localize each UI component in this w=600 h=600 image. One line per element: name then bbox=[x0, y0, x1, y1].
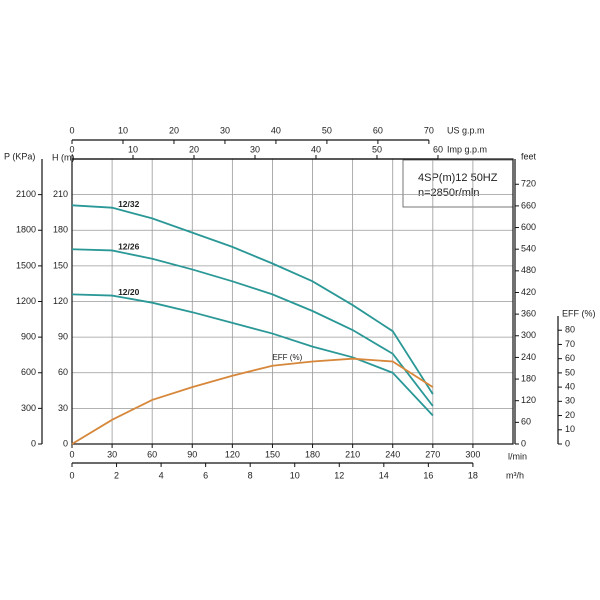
axis-tick-label: 10 bbox=[128, 144, 138, 154]
axis-tick-label: 420 bbox=[521, 287, 536, 297]
axis-tick-label: 2 bbox=[114, 470, 119, 480]
y-tick-label: 180 bbox=[53, 225, 68, 235]
y-tick-label: 120 bbox=[53, 296, 68, 306]
axis-tick-label: 0 bbox=[31, 438, 36, 448]
x-tick-label: 150 bbox=[265, 449, 280, 459]
y2-tick-label: 70 bbox=[565, 339, 575, 349]
y2-tick-label: 20 bbox=[565, 410, 575, 420]
x-tick-label: 180 bbox=[305, 449, 320, 459]
axis-tick-label: 10 bbox=[290, 470, 300, 480]
y-tick-label: 0 bbox=[63, 438, 68, 448]
axis-tick-label: 6 bbox=[203, 470, 208, 480]
axis-tick-label: 16 bbox=[423, 470, 433, 480]
axis-tick-label: 0 bbox=[69, 125, 74, 135]
axis-tick-label: 8 bbox=[248, 470, 253, 480]
x-tick-label: 300 bbox=[465, 449, 480, 459]
axis-tick-label: 10 bbox=[118, 125, 128, 135]
axis-tick-label: 20 bbox=[189, 144, 199, 154]
axis-tick-label: 1200 bbox=[16, 296, 36, 306]
axis-tick-label: 0 bbox=[69, 470, 74, 480]
y2-tick-label: 60 bbox=[565, 353, 575, 363]
axis-tick-label: 30 bbox=[220, 125, 230, 135]
series-label: 12/20 bbox=[118, 287, 140, 297]
axis-tick-label: 720 bbox=[521, 179, 536, 189]
y2-axis-label: EFF (%) bbox=[562, 308, 596, 318]
series-line bbox=[71, 357, 434, 445]
x-tick-label: 30 bbox=[107, 449, 117, 459]
y-tick-label: 90 bbox=[58, 332, 68, 342]
axis-tick-label: 18 bbox=[468, 470, 478, 480]
axis-tick-label: 0 bbox=[69, 144, 74, 154]
axis-tick-label: 20 bbox=[169, 125, 179, 135]
y-axis-label: H (m) bbox=[52, 152, 75, 162]
axis-tick-label: 40 bbox=[311, 144, 321, 154]
axis-label: P (KPa) bbox=[4, 151, 35, 161]
axis-tick-label: 480 bbox=[521, 265, 536, 275]
y-tick-label: 30 bbox=[58, 403, 68, 413]
axis-label: Imp g.p.m bbox=[447, 144, 487, 154]
axis-label: feet bbox=[521, 151, 537, 161]
y2-tick-label: 0 bbox=[565, 438, 570, 448]
chart-subtitle: n=2850r/mln bbox=[418, 187, 479, 199]
axis-tick-label: 540 bbox=[521, 244, 536, 254]
axis-tick-label: 120 bbox=[521, 395, 536, 405]
y2-tick-label: 30 bbox=[565, 396, 575, 406]
x-axis-label: l/min bbox=[508, 451, 527, 461]
axis-tick-label: 900 bbox=[21, 332, 36, 342]
x-tick-label: 270 bbox=[425, 449, 440, 459]
axis-tick-label: 600 bbox=[21, 367, 36, 377]
series-label: 12/26 bbox=[118, 242, 140, 252]
series-line bbox=[71, 293, 434, 417]
axis-tick-label: 60 bbox=[433, 144, 443, 154]
axis-label: m³/h bbox=[506, 470, 524, 480]
axis-tick-label: 2100 bbox=[16, 189, 36, 199]
axis-tick-label: 30 bbox=[250, 144, 260, 154]
x-tick-label: 60 bbox=[147, 449, 157, 459]
chart-title: 4SP(m)12 50HZ bbox=[418, 172, 498, 184]
y-tick-label: 210 bbox=[53, 189, 68, 199]
axis-tick-label: 60 bbox=[521, 417, 531, 427]
axis-tick-label: 60 bbox=[373, 125, 383, 135]
axis-tick-label: 50 bbox=[372, 144, 382, 154]
axis-tick-label: 40 bbox=[271, 125, 281, 135]
y-tick-label: 60 bbox=[58, 367, 68, 377]
axis-tick-label: 240 bbox=[521, 352, 536, 362]
x-tick-label: 210 bbox=[345, 449, 360, 459]
axis-tick-label: 50 bbox=[322, 125, 332, 135]
x-tick-label: 0 bbox=[69, 449, 74, 459]
axis-tick-label: 660 bbox=[521, 200, 536, 210]
y2-tick-label: 10 bbox=[565, 424, 575, 434]
axis-tick-label: 4 bbox=[159, 470, 164, 480]
x-tick-label: 90 bbox=[187, 449, 197, 459]
y2-tick-label: 50 bbox=[565, 367, 575, 377]
x-tick-label: 120 bbox=[225, 449, 240, 459]
axis-tick-label: 0 bbox=[521, 438, 526, 448]
axis-tick-label: 300 bbox=[21, 403, 36, 413]
axis-label: US g.p.m bbox=[447, 125, 485, 135]
y-tick-label: 150 bbox=[53, 260, 68, 270]
axis-tick-label: 70 bbox=[424, 125, 434, 135]
series-label: 12/32 bbox=[118, 199, 140, 209]
y2-tick-label: 40 bbox=[565, 381, 575, 391]
series-label: EFF (%) bbox=[272, 353, 302, 362]
axis-tick-label: 300 bbox=[521, 330, 536, 340]
y2-tick-label: 80 bbox=[565, 325, 575, 335]
info-box bbox=[402, 159, 514, 208]
x-tick-label: 240 bbox=[385, 449, 400, 459]
series-line bbox=[71, 248, 434, 407]
axis-tick-label: 180 bbox=[521, 373, 536, 383]
axis-tick-label: 600 bbox=[521, 222, 536, 232]
axis-tick-label: 1800 bbox=[16, 225, 36, 235]
axis-tick-label: 12 bbox=[334, 470, 344, 480]
axis-tick-label: 1500 bbox=[16, 260, 36, 270]
axis-tick-label: 14 bbox=[379, 470, 389, 480]
series-line bbox=[71, 204, 434, 395]
axis-tick-label: 360 bbox=[521, 309, 536, 319]
